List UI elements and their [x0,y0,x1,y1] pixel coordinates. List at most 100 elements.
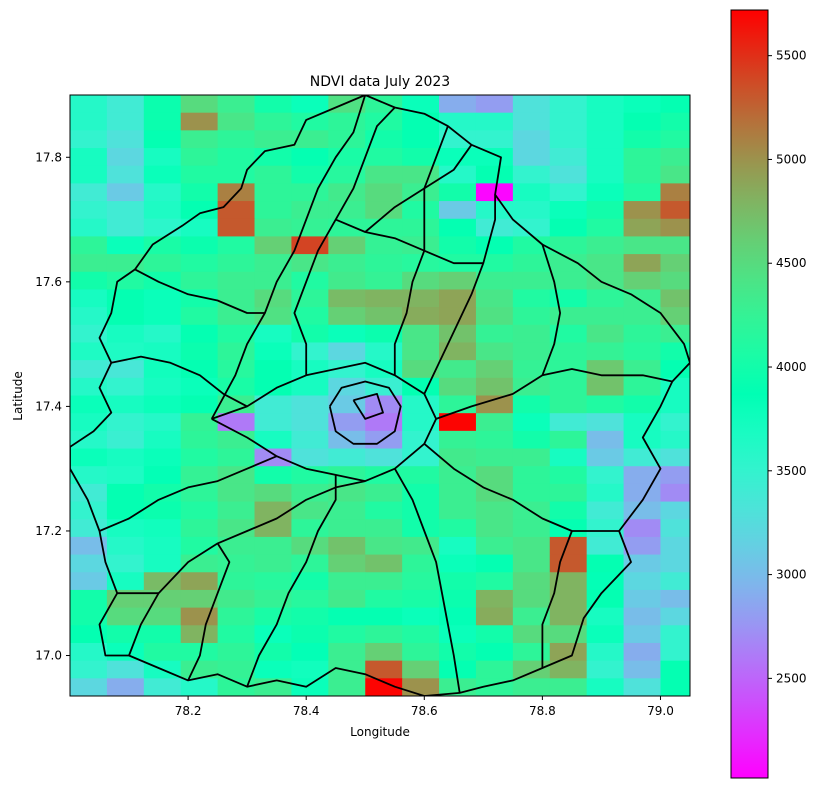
heatmap-cell [660,536,690,556]
heatmap-cell [291,430,329,450]
heatmap-cell [106,271,145,291]
heatmap-cell [512,95,551,114]
heatmap-cell [106,536,145,556]
heatmap-cell [623,289,662,308]
heatmap-cell [143,678,182,696]
heatmap-cell [254,395,293,414]
heatmap-cell [70,360,108,379]
district-boundary [293,106,396,376]
heatmap-cell [475,377,514,397]
heatmap-cell [254,360,293,379]
heatmap-cell [70,678,108,696]
heatmap-cell [475,625,514,644]
heatmap-cell [439,377,477,397]
heatmap-cell [143,466,182,485]
heatmap-cell [660,130,690,149]
heatmap-cell [254,183,293,202]
heatmap-cell [106,148,145,167]
heatmap-cell [660,289,690,308]
district-boundary [423,194,497,395]
district-boundary [435,368,673,420]
heatmap-cell [291,218,329,238]
heatmap-cell [217,112,256,131]
heatmap-cell [439,95,477,114]
heatmap-cell [512,254,551,273]
heatmap-cell [623,165,662,184]
heatmap-cell [586,201,625,220]
heatmap-cell [623,95,662,114]
heatmap-cell [217,395,256,414]
heatmap-cell [70,483,108,503]
heatmap-cell [512,413,551,432]
heatmap-cell [106,201,145,220]
heatmap-cell [586,448,625,467]
heatmap-cell [623,536,662,556]
heatmap-cell [70,148,108,167]
heatmap-cell [217,572,256,591]
heatmap-cell [70,183,108,202]
heatmap-cell [439,289,477,308]
heatmap-cell [623,642,662,662]
heatmap-cell [70,448,108,467]
heatmap-cell [512,554,551,573]
heatmap-cell [402,607,440,626]
heatmap-cell [549,448,588,467]
heatmap-cell [217,307,256,326]
heatmap-cell [402,236,440,255]
heatmap-cell [402,642,440,662]
heatmap-cell [475,466,514,485]
heatmap-cell [623,148,662,167]
heatmap-cell [217,430,256,450]
heatmap-cell [475,572,514,591]
heatmap-cell [549,625,588,644]
heatmap-cell [660,572,690,591]
heatmap-cell [328,607,366,626]
heatmap-cell [402,536,440,556]
heatmap-cell [439,660,477,679]
heatmap-cell [623,183,662,202]
heatmap-cell [439,607,477,626]
heatmap-cell [291,519,329,538]
heatmap-cell [586,660,625,679]
heatmap-cell [70,271,108,291]
heatmap-cell [291,572,329,591]
heatmap-cell [439,466,477,485]
y-tick-label: 17.6 [35,275,62,289]
heatmap-cell [439,625,477,644]
heatmap-cell [180,678,219,696]
heatmap-cell [106,660,145,679]
heatmap-cell [143,413,182,432]
heatmap-cell [475,536,514,556]
heatmap-cell [143,642,182,662]
heatmap-cell [439,183,477,202]
heatmap-cell [512,660,551,679]
heatmap-cell [549,554,588,573]
heatmap-cell [439,360,477,379]
heatmap-cell [586,519,625,538]
heatmap-cell [70,289,108,308]
heatmap-cell [291,236,329,255]
heatmap-cell [549,642,588,662]
heatmap-cell [328,183,366,202]
heatmap-cell [365,572,403,591]
heatmap-cell [623,395,662,414]
heatmap-cell [402,130,440,149]
heatmap-cell [660,271,690,291]
heatmap-cell [439,148,477,167]
heatmap-cell [328,642,366,662]
heatmap-cell [475,342,514,361]
heatmap-cell [660,236,690,255]
heatmap-cell [365,183,403,202]
heatmap-cell [143,254,182,273]
heatmap-cell [328,589,366,609]
heatmap-cell [106,572,145,591]
heatmap-cell [180,395,219,414]
heatmap-cell [143,130,182,149]
heatmap-cell [365,236,403,255]
heatmap-cell [291,678,329,696]
heatmap-cell [586,271,625,291]
heatmap-cell [660,430,690,450]
heatmap-cell [512,377,551,397]
heatmap-cell [70,642,108,662]
heatmap-cell [623,413,662,432]
